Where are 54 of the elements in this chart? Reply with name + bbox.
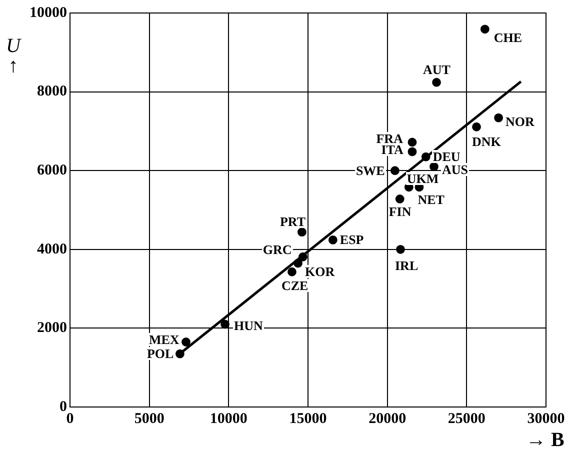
point	[298, 252, 308, 262]
point	[480, 24, 490, 34]
y-tick-label: 0	[60, 398, 67, 415]
point	[396, 244, 405, 254]
annotation: CZE	[280, 278, 310, 294]
annotation: NET	[416, 192, 446, 207]
x-tick-label: 25000	[448, 410, 486, 427]
point	[390, 166, 400, 176]
y-axis-title: U ↑	[6, 35, 20, 77]
point	[288, 267, 296, 276]
y-tick-label: 10000	[30, 4, 67, 21]
annotation: FIN	[388, 204, 412, 220]
y-tick-label: 4000	[37, 241, 67, 258]
point	[328, 235, 338, 244]
annotation: MEX	[148, 332, 180, 348]
point	[176, 349, 184, 358]
annotation: HUN	[233, 318, 264, 333]
y-tick-label: 6000	[37, 162, 67, 178]
point	[395, 194, 404, 204]
y-tick-label: 2000	[37, 320, 67, 336]
point	[294, 258, 302, 268]
annotation: DEU	[432, 149, 462, 164]
annotation: ITA	[380, 142, 404, 158]
x-tick-label: 10000	[210, 410, 248, 427]
annotation: NOR	[504, 114, 536, 130]
annotation: GRC	[262, 242, 293, 258]
point	[472, 122, 481, 132]
annotation: ESP	[338, 232, 365, 248]
annotation: IRL	[394, 258, 420, 273]
y-tick-label: 8000	[37, 84, 67, 100]
annotation: UKM	[406, 170, 440, 186]
point	[432, 78, 441, 87]
point	[408, 138, 417, 147]
point	[430, 162, 438, 172]
point	[494, 113, 504, 122]
annotation: CHE	[492, 30, 524, 45]
point	[182, 338, 190, 346]
x-tick-label: 15000	[289, 410, 327, 427]
x-tick-label: 30000	[527, 410, 565, 427]
annotation: AUS	[440, 162, 469, 178]
annotation: POL	[146, 346, 175, 362]
x-axis-title: → B	[526, 429, 564, 451]
annotation: SWE	[354, 163, 386, 178]
annotation: DNK	[471, 134, 502, 150]
annotation: PRT	[278, 214, 307, 229]
point	[408, 147, 417, 156]
annotation: FRA	[375, 130, 404, 146]
x-tick-label: 5000	[134, 410, 164, 427]
point	[298, 228, 306, 237]
x-tick-label: 20000	[368, 410, 406, 427]
annotation: AUT	[422, 62, 452, 77]
point	[220, 320, 230, 329]
point	[421, 152, 430, 162]
annotation: KOR	[304, 264, 336, 279]
